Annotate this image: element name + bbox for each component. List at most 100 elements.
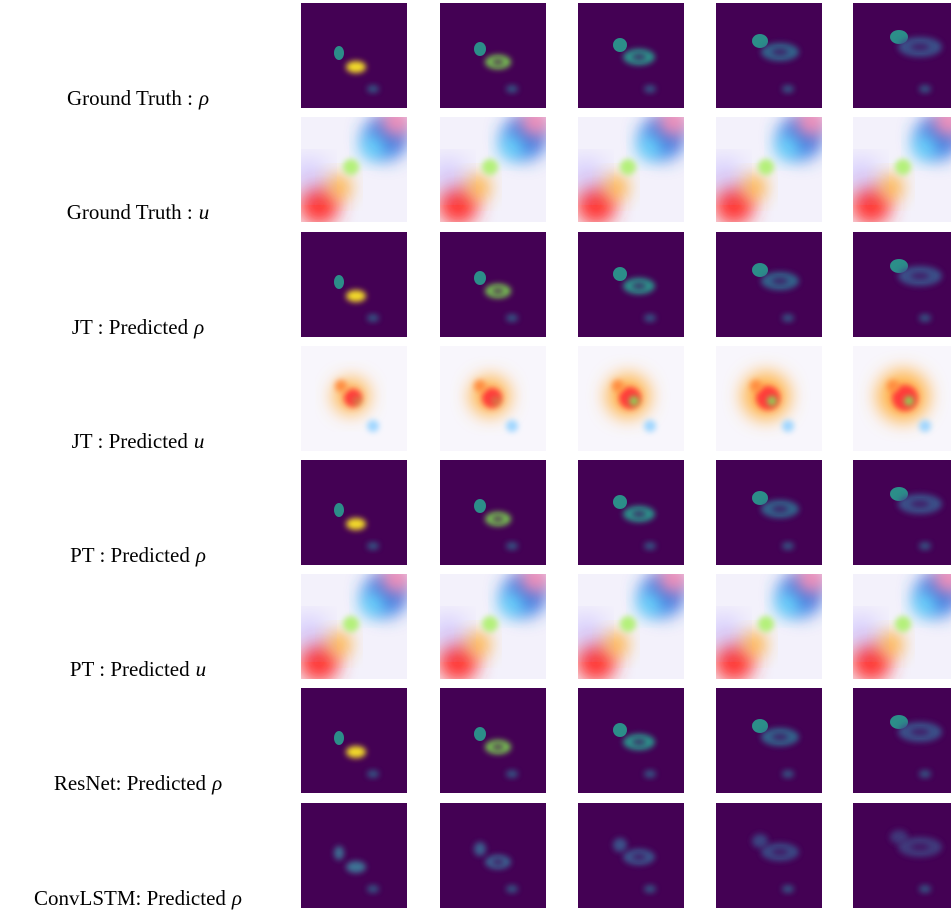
flow-orange: [879, 175, 903, 199]
density-background: [853, 3, 951, 108]
field-image: [578, 460, 684, 565]
density-background: [301, 803, 407, 908]
swirl: [644, 420, 656, 432]
swirl: [782, 420, 794, 432]
density-background: [440, 460, 546, 565]
plume-small: [474, 499, 486, 513]
field-image: [716, 803, 822, 908]
swirl: [491, 396, 501, 406]
flow-orange: [327, 175, 351, 199]
plume-tail: [367, 770, 379, 778]
plume-tail: [644, 770, 656, 778]
flow-cyan: [913, 135, 937, 159]
row-label: PT : Predictedu: [70, 657, 206, 681]
flow-orange: [879, 632, 903, 656]
flow-pink: [658, 564, 688, 594]
field-image: [301, 3, 407, 108]
plume-tail: [644, 314, 656, 322]
plume-core: [632, 854, 646, 860]
field-image: [440, 3, 546, 108]
plume-tail: [782, 885, 794, 893]
density-background: [440, 688, 546, 793]
field-image: [853, 460, 951, 565]
field-image: [853, 3, 951, 108]
plume-tail: [919, 885, 931, 893]
flow-cyan: [638, 135, 662, 159]
flow-pink: [796, 564, 826, 594]
plume-tail: [506, 85, 518, 93]
plume-tail: [919, 770, 931, 778]
flow-violet: [710, 163, 738, 191]
flow-violet: [847, 163, 875, 191]
field-image: [440, 346, 546, 451]
flow-green: [895, 616, 911, 632]
plume-tail: [919, 85, 931, 93]
row-label-text: Ground Truth :: [67, 200, 193, 224]
flow-pink: [520, 107, 550, 137]
swirl: [887, 380, 899, 392]
plume-small: [752, 834, 768, 848]
flow-cyan: [361, 592, 385, 616]
row-label-symbol: u: [196, 657, 207, 681]
row-label: ConvLSTM: Predictedρ: [34, 886, 242, 910]
field-image: [853, 688, 951, 793]
swirl: [919, 420, 931, 432]
plume-small: [752, 263, 768, 277]
plume-tail: [782, 314, 794, 322]
plume-core: [772, 49, 788, 55]
field-image: [578, 346, 684, 451]
row-label-symbol: ρ: [211, 771, 222, 795]
flow-cyan: [776, 135, 800, 159]
plume-tail: [644, 542, 656, 550]
plume-small: [752, 719, 768, 733]
plume-tail: [367, 885, 379, 893]
row-label-symbol: u: [199, 200, 210, 224]
density-background: [440, 232, 546, 337]
swirl: [506, 420, 518, 432]
flow-cyan: [500, 135, 524, 159]
plume-tail: [506, 314, 518, 322]
row-label-symbol: ρ: [231, 886, 242, 910]
flow-pink: [520, 564, 550, 594]
plume-tail: [919, 542, 931, 550]
plume-tail: [506, 885, 518, 893]
plume-core: [492, 744, 504, 750]
row-label: Ground Truth :ρ: [67, 86, 209, 110]
plume-tail: [506, 542, 518, 550]
flow-violet: [295, 620, 323, 648]
flow-cyan: [638, 592, 662, 616]
flow-green: [758, 616, 774, 632]
row-label-symbol: ρ: [193, 315, 204, 339]
swirl: [474, 380, 486, 392]
flow-orange: [604, 175, 628, 199]
plume-core: [772, 849, 788, 855]
plume-small: [474, 271, 486, 285]
plume-core: [911, 501, 929, 507]
plume-core: [911, 273, 929, 279]
density-background: [301, 688, 407, 793]
plume-tail: [506, 770, 518, 778]
density-background: [440, 803, 546, 908]
field-image: [853, 232, 951, 337]
row-label-symbol: u: [194, 429, 205, 453]
field-image: [295, 107, 411, 225]
density-background: [440, 3, 546, 108]
flow-green: [620, 616, 636, 632]
field-image: [847, 107, 951, 225]
plume-tail: [919, 314, 931, 322]
density-background: [853, 803, 951, 908]
plume-core: [492, 859, 504, 865]
row-label-text: PT : Predicted: [70, 657, 190, 681]
field-image: [710, 564, 826, 682]
field-image: [716, 232, 822, 337]
field-image: [301, 803, 407, 908]
plume-small: [613, 267, 627, 281]
field-image: [716, 3, 822, 108]
plume-small: [752, 491, 768, 505]
field-image: [578, 3, 684, 108]
field-image: [578, 803, 684, 908]
field-image: [572, 107, 688, 225]
density-background: [301, 460, 407, 565]
field-image: [440, 688, 546, 793]
plume-tail: [782, 770, 794, 778]
